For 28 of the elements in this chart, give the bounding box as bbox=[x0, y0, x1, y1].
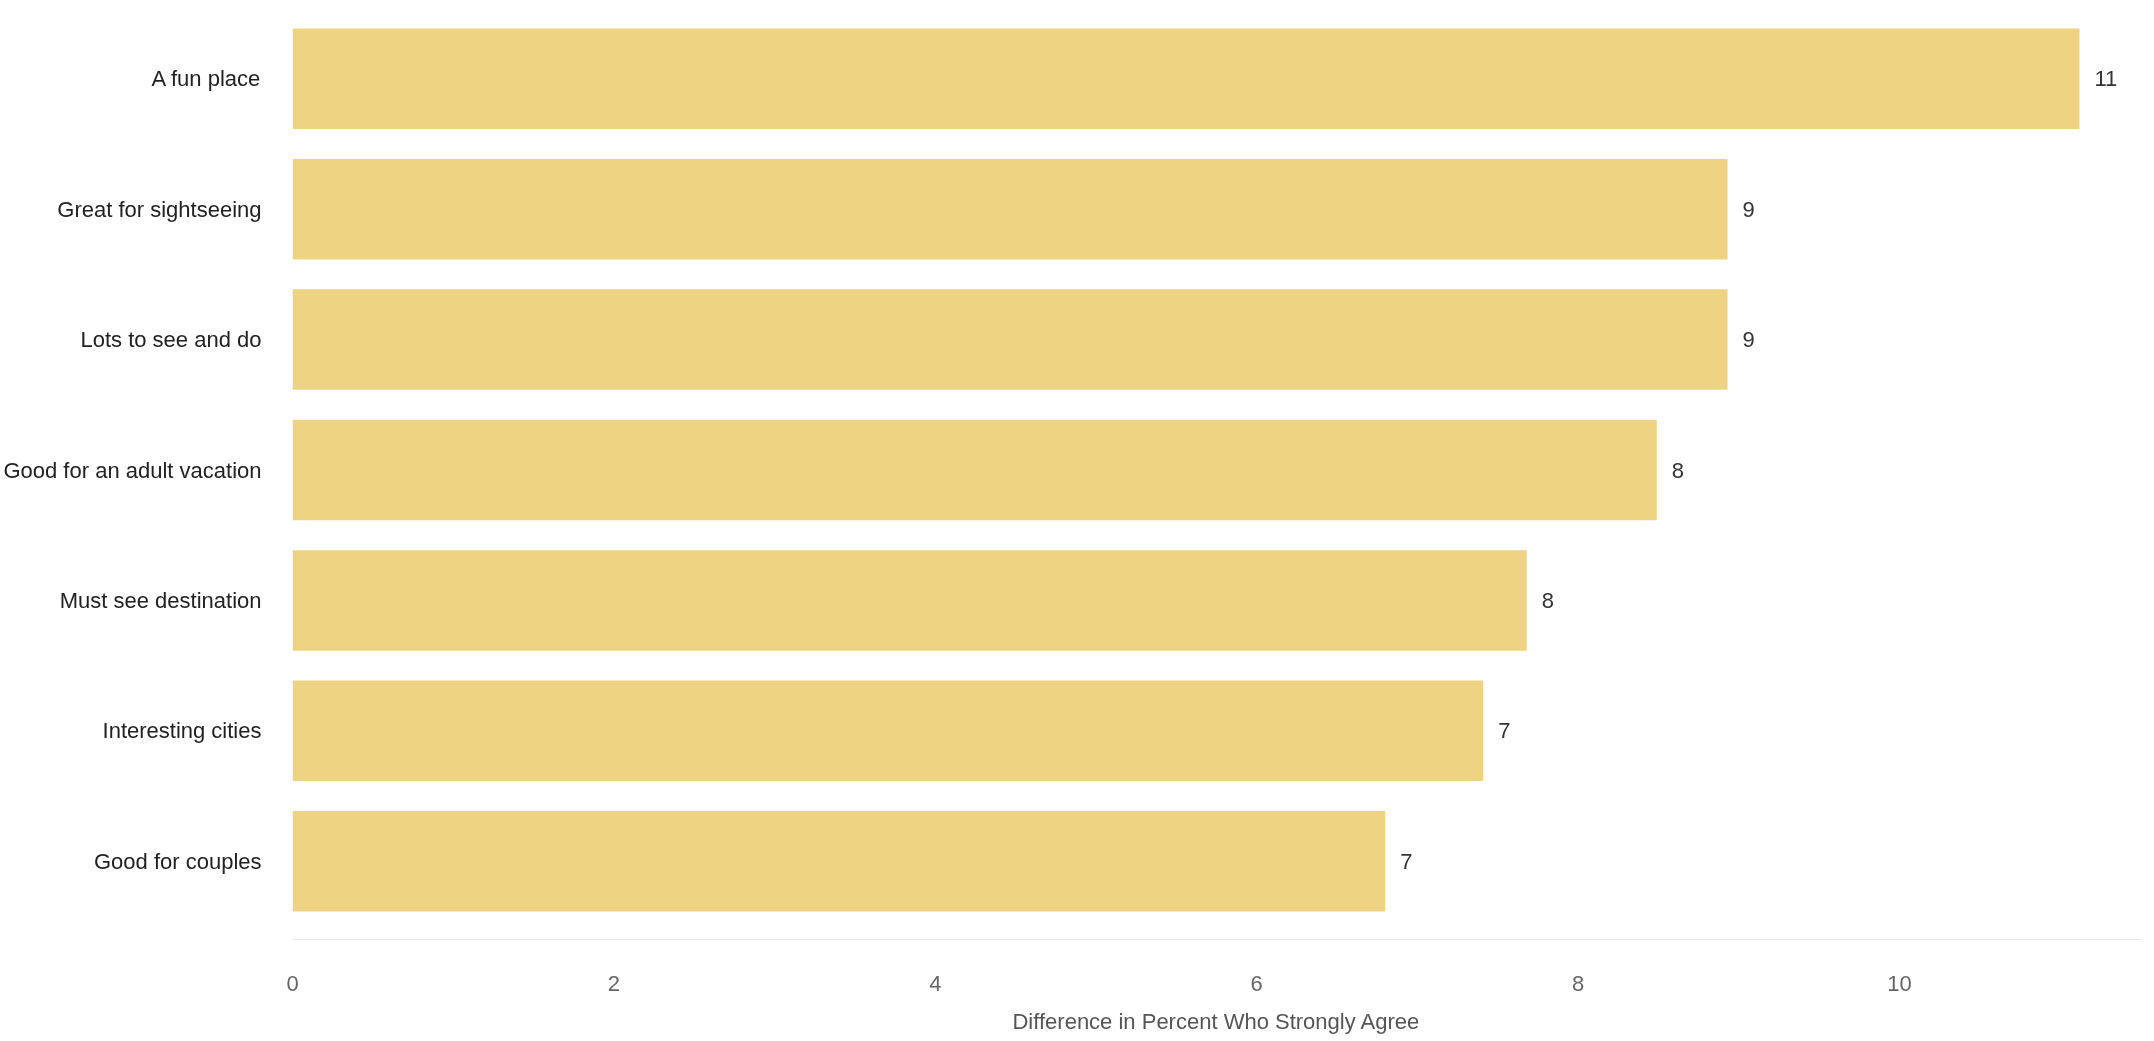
data-label: 8 bbox=[1671, 457, 1685, 483]
bar bbox=[292, 419, 1657, 521]
x-tick-label: 4 bbox=[929, 970, 942, 996]
data-label: 9 bbox=[1742, 327, 1755, 353]
data-label: 8 bbox=[1541, 587, 1554, 613]
x-tick-label: 6 bbox=[1250, 970, 1263, 996]
data-label: 11 bbox=[2094, 66, 2118, 92]
x-tick-label: 8 bbox=[1571, 970, 1585, 996]
x-tick-label: 10 bbox=[1887, 970, 1912, 996]
bar bbox=[292, 811, 1386, 912]
y-tick-label: Good for an adult vacation bbox=[3, 457, 262, 483]
x-tick-label: 2 bbox=[607, 970, 621, 996]
y-tick-label: Great for sightseeing bbox=[57, 196, 262, 222]
y-tick-label: Must see destination bbox=[59, 587, 262, 613]
x-tick-label: 0 bbox=[286, 970, 299, 996]
y-tick-label: Lots to see and do bbox=[80, 327, 262, 353]
y-tick-label: Good for couples bbox=[93, 848, 262, 874]
data-label: 7 bbox=[1400, 848, 1413, 874]
x-axis-title: Difference in Percent Who Strongly Agree bbox=[1012, 1008, 1420, 1034]
bar bbox=[292, 158, 1728, 260]
y-tick-label: Interesting cities bbox=[102, 718, 262, 744]
y-tick-label: A fun place bbox=[151, 66, 261, 92]
data-label: 7 bbox=[1498, 718, 1511, 744]
data-label: 9 bbox=[1742, 196, 1755, 222]
bar bbox=[292, 550, 1527, 651]
bar bbox=[292, 680, 1484, 782]
bar bbox=[292, 28, 2080, 129]
bar bbox=[292, 289, 1728, 390]
